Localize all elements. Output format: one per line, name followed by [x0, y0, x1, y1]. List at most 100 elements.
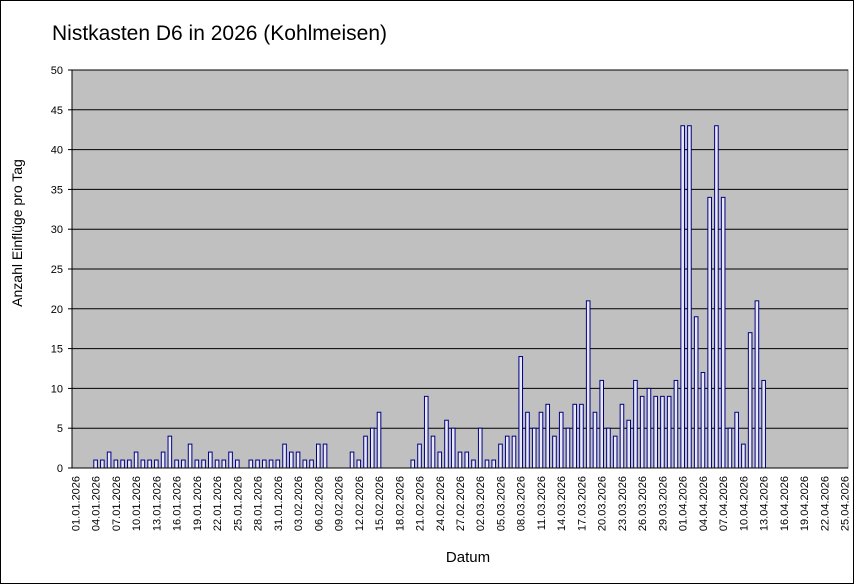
- x-tick-label: 13.04.2026: [759, 476, 771, 531]
- bar: [700, 371, 706, 469]
- y-tick-label: 50: [51, 65, 63, 77]
- x-tick-label: 07.01.2026: [111, 476, 123, 531]
- y-tick-label: 30: [51, 224, 63, 236]
- x-tick-label: 04.01.2026: [91, 476, 103, 531]
- bar: [471, 459, 476, 469]
- x-tick-label: 02.03.2026: [475, 476, 487, 531]
- bar: [687, 125, 692, 469]
- bar: [511, 435, 517, 469]
- x-tick-label: 20.03.2026: [597, 476, 609, 531]
- x-tick-label: 01.04.2026: [678, 476, 690, 531]
- bar: [450, 427, 456, 469]
- bar: [356, 459, 362, 469]
- bar: [498, 443, 503, 469]
- x-tick-label: 22.04.2026: [819, 476, 831, 531]
- bar: [174, 459, 179, 469]
- bar: [592, 411, 598, 469]
- bar: [565, 427, 571, 469]
- x-tick-label: 15.02.2026: [374, 476, 386, 531]
- bar: [127, 459, 132, 469]
- x-tick-label: 23.03.2026: [617, 476, 629, 531]
- bar: [579, 403, 584, 469]
- bar: [194, 459, 200, 469]
- x-tick-label: 04.04.2026: [698, 476, 710, 531]
- x-tick-label: 12.02.2026: [354, 476, 366, 531]
- bar: [754, 300, 760, 469]
- x-tick-label: 09.02.2026: [334, 476, 346, 531]
- x-tick-label: 19.01.2026: [192, 476, 204, 531]
- bar: [484, 459, 490, 469]
- bar: [208, 451, 213, 469]
- x-tick-label: 13.01.2026: [151, 476, 163, 531]
- bar: [302, 459, 308, 469]
- y-tick-label: 0: [57, 463, 63, 475]
- bar: [680, 125, 685, 469]
- bar: [545, 403, 551, 469]
- bar: [93, 459, 98, 469]
- x-tick-label: 25.01.2026: [232, 476, 244, 531]
- bar: [531, 427, 537, 469]
- bar: [106, 451, 112, 469]
- bar: [727, 427, 733, 469]
- x-tick-label: 16.01.2026: [172, 476, 184, 531]
- y-tick-label: 15: [51, 344, 63, 356]
- bar: [552, 435, 557, 469]
- bar: [113, 459, 119, 469]
- bar: [268, 459, 274, 469]
- bar: [720, 196, 726, 469]
- bar: [444, 419, 449, 469]
- bar: [376, 411, 382, 469]
- bar: [653, 395, 658, 469]
- x-tick-label: 06.02.2026: [313, 476, 325, 531]
- x-tick-label: 26.03.2026: [637, 476, 649, 531]
- bar: [201, 459, 206, 469]
- x-axis-label: Datum: [446, 549, 490, 566]
- x-tick-label: 05.03.2026: [495, 476, 507, 531]
- x-tick-label: 11.03.2026: [536, 476, 548, 530]
- bar: [612, 435, 618, 469]
- bar: [309, 459, 314, 469]
- y-tick-label: 45: [51, 105, 63, 117]
- bar: [714, 125, 719, 469]
- bar: [282, 443, 287, 469]
- bar: [369, 427, 375, 469]
- bar: [410, 459, 416, 469]
- y-tick-label: 25: [51, 264, 63, 276]
- x-tick-label: 31.01.2026: [273, 476, 285, 531]
- bar: [477, 427, 483, 469]
- bar: [747, 332, 753, 469]
- bar: [666, 395, 672, 469]
- bar: [255, 459, 260, 469]
- bar: [221, 459, 227, 469]
- x-tick-label: 07.04.2026: [718, 476, 730, 531]
- bar: [673, 379, 679, 469]
- x-tick-label: 10.01.2026: [131, 476, 143, 531]
- bar: [504, 435, 510, 469]
- bar: [228, 451, 233, 469]
- x-tick-label: 29.03.2026: [657, 476, 669, 531]
- bar: [585, 300, 591, 469]
- x-tick-label: 22.01.2026: [212, 476, 224, 531]
- bar: [572, 403, 578, 469]
- bar: [289, 451, 294, 469]
- bar: [363, 435, 368, 469]
- bar: [437, 451, 443, 469]
- x-tick-label: 01.01.2026: [70, 476, 82, 531]
- x-tick-label: 10.04.2026: [738, 476, 750, 531]
- bar: [457, 451, 463, 469]
- bar: [633, 379, 638, 469]
- bar: [248, 459, 254, 469]
- bar: [214, 459, 220, 469]
- bar: [606, 427, 611, 469]
- bar: [322, 443, 328, 469]
- bar: [660, 395, 665, 469]
- bar: [154, 459, 159, 469]
- bar: [558, 411, 564, 469]
- x-tick-label: 18.02.2026: [394, 476, 406, 531]
- x-tick-label: 21.02.2026: [415, 476, 427, 531]
- bar: [761, 379, 766, 469]
- bar: [518, 356, 524, 469]
- bar: [235, 459, 240, 469]
- x-tick-label: 19.04.2026: [799, 476, 811, 531]
- bar: [599, 379, 605, 469]
